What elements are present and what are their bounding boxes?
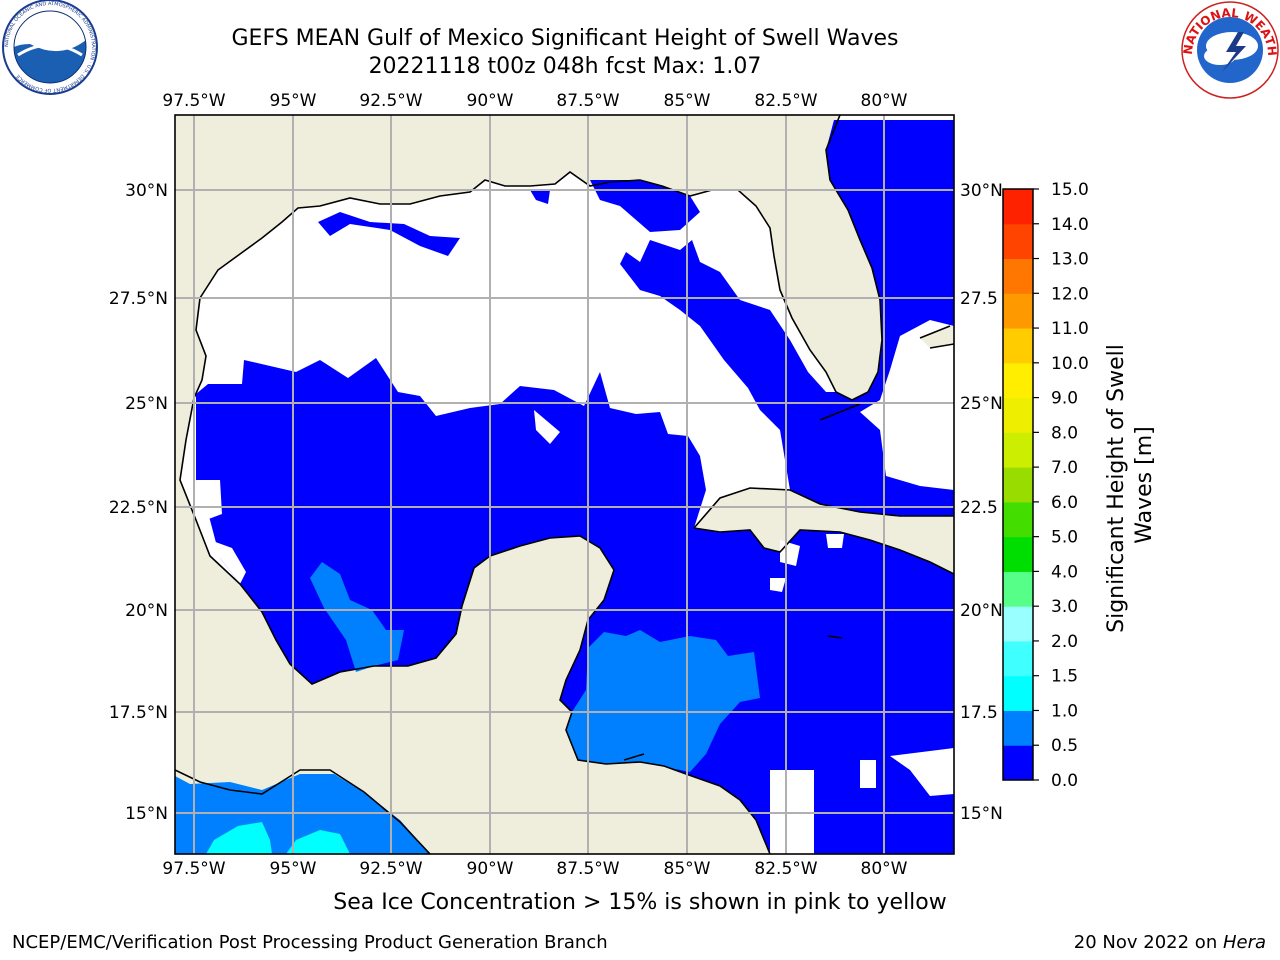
date-stamp: 20 Nov 2022 on Hera <box>1074 932 1266 953</box>
lat-label-right: 25°N <box>960 394 1003 414</box>
colorbar-tick-label: 0.0 <box>1051 771 1078 791</box>
land-north-america <box>175 115 882 854</box>
colorbar-segment <box>1003 501 1033 538</box>
lat-label-left: 22.5°N <box>109 498 168 518</box>
map-title: GEFS MEAN Gulf of Mexico Significant Hei… <box>231 26 899 51</box>
colorbar-tick-label: 1.5 <box>1051 667 1078 687</box>
lon-label-top: 90°W <box>467 91 514 111</box>
colorbar-frame <box>1002 188 1034 781</box>
colorbar-tick-label: 10.0 <box>1051 354 1089 374</box>
swell-band-0-0_5 <box>196 120 954 854</box>
colorbar-segment <box>1003 432 1033 468</box>
lat-label-left: 20°N <box>125 601 168 621</box>
svg-text:NATIONAL WEATHER SERVICE: NATIONAL WEATHER SERVICE <box>0 0 1279 57</box>
credit-text: NCEP/EMC/Verification Post Processing Pr… <box>12 932 608 953</box>
nws-logo: NATIONAL WEATHER SERVICE <box>0 0 1279 99</box>
lat-label-right: 22.5 <box>960 498 998 518</box>
colorbar-segment <box>1003 362 1033 399</box>
lon-label-bottom: 90°W <box>467 859 514 879</box>
colorbar-tick-label: 2.0 <box>1051 632 1078 652</box>
colorbar-segment <box>1003 258 1033 294</box>
gridlines <box>175 115 954 854</box>
colorbar-tick-label: 8.0 <box>1051 423 1078 443</box>
colorbar-segment <box>1003 293 1033 329</box>
lon-label-top: 85°W <box>664 91 711 111</box>
lat-label-left: 27.5°N <box>109 289 168 309</box>
colorbar-segment <box>1003 710 1033 746</box>
map-frame <box>174 114 955 855</box>
colorbar-segment <box>1003 328 1033 364</box>
lon-label-bottom: 97.5°W <box>162 859 225 879</box>
axis-labels: 97.5°W 95°W 92.5°W 90°W 87.5°W 85°W 82.5… <box>109 91 1003 879</box>
noaa-logo: NOAA NATIONAL OCEANIC AND ATMOSPHERIC AD… <box>2 0 98 95</box>
lon-label-bottom: 85°W <box>664 859 711 879</box>
lon-label-bottom: 80°W <box>861 859 908 879</box>
lon-label-top: 80°W <box>861 91 908 111</box>
colorbar-tick-label: 11.0 <box>1051 319 1089 339</box>
colorbar-tick-label: 0.5 <box>1051 736 1078 756</box>
lat-label-left: 30°N <box>125 181 168 201</box>
host-name: Hera <box>1222 932 1266 953</box>
map-subtitle: 20221118 t00z 048h fcst Max: 1.07 <box>368 54 762 79</box>
colorbar-tick-label: 7.0 <box>1051 458 1078 478</box>
colorbar-segment <box>1003 745 1033 781</box>
land-bahamas <box>920 326 954 348</box>
lat-label-right: 27.5 <box>960 289 998 309</box>
colorbar-tick-label: 12.0 <box>1051 284 1089 304</box>
lon-label-top: 95°W <box>270 91 317 111</box>
lat-label-right: 20°N <box>960 601 1003 621</box>
colorbar-segment <box>1003 223 1033 260</box>
map-area <box>175 115 954 854</box>
colorbar-tick-label: 4.0 <box>1051 562 1078 582</box>
colorbar-segment <box>1003 536 1033 572</box>
lat-label-left: 15°N <box>125 804 168 824</box>
colorbar-segment <box>1003 571 1033 607</box>
lon-label-top: 87.5°W <box>556 91 619 111</box>
colorbar-tick-label: 1.0 <box>1051 701 1078 721</box>
lat-label-left: 17.5°N <box>109 703 168 723</box>
colorbar-label: Significant Height of Swell Waves [m] <box>1104 337 1157 633</box>
colorbar-tick-label: 13.0 <box>1051 250 1089 270</box>
colorbar-tick-label: 14.0 <box>1051 215 1089 235</box>
colorbar-segment <box>1003 640 1033 677</box>
swell-band-1_0-1_5 <box>206 822 350 854</box>
lon-label-bottom: 95°W <box>270 859 317 879</box>
lon-label-top: 92.5°W <box>359 91 422 111</box>
colorbar: 0.0 0.5 1.0 1.5 2.0 3.0 4.0 5.0 6.0 7.0 8.0 9.0 10.0… <box>1002 180 1089 791</box>
lat-label-right: 30°N <box>960 181 1003 201</box>
lat-label-right: 17.5 <box>960 703 998 723</box>
colorbar-tick-label: 3.0 <box>1051 597 1078 617</box>
colorbar-tick-label: 15.0 <box>1051 180 1089 200</box>
colorbar-tick-label: 5.0 <box>1051 528 1078 548</box>
colorbar-segment <box>1003 189 1033 225</box>
lon-label-bottom: 82.5°W <box>754 859 817 879</box>
lon-label-top: 97.5°W <box>162 91 225 111</box>
colorbar-segment <box>1003 467 1033 503</box>
lat-label-right: 15°N <box>960 804 1003 824</box>
lon-label-bottom: 92.5°W <box>359 859 422 879</box>
colorbar-segment <box>1003 606 1033 642</box>
lon-label-top: 82.5°W <box>754 91 817 111</box>
svg-text:NOAA: NOAA <box>29 25 71 40</box>
colorbar-tick-label: 6.0 <box>1051 493 1078 513</box>
colorbar-segment <box>1003 675 1033 711</box>
date-text: 20 Nov 2022 on <box>1073 932 1223 953</box>
lon-label-bottom: 87.5°W <box>556 859 619 879</box>
colorbar-tick-label: 9.0 <box>1051 389 1078 409</box>
lat-label-left: 25°N <box>125 394 168 414</box>
colorbar-segment <box>1003 397 1033 433</box>
sea-ice-note: Sea Ice Concentration > 15% is shown in … <box>333 890 947 915</box>
